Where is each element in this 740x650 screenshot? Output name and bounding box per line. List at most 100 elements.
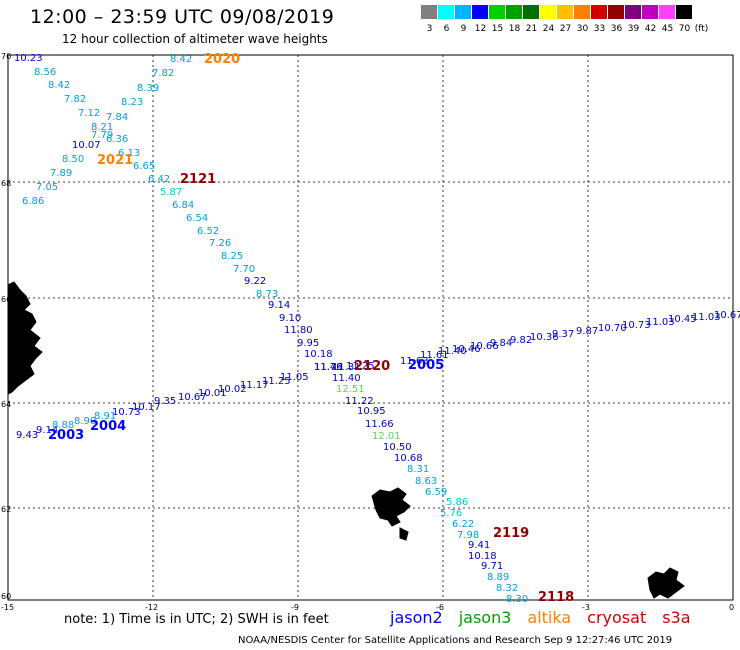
wave-height-value: 10.95 (357, 406, 386, 417)
wave-height-value: 8.31 (407, 464, 429, 475)
satellite-legend: jason2 jason3 altika cryosat s3a (390, 608, 691, 627)
wave-height-value: 10.67 (178, 392, 207, 403)
wave-height-value: 8.50 (62, 154, 84, 165)
wave-height-value: 6.54 (186, 213, 208, 224)
wave-height-value: 9.43 (16, 430, 38, 441)
x-tick-label: 0 (729, 603, 734, 612)
wave-height-value: 8.42 (48, 80, 70, 91)
faroe-islands (371, 487, 411, 527)
wave-height-value: 9.22 (244, 276, 266, 287)
wave-height-value: 7.26 (209, 238, 231, 249)
wave-height-value: 11.61 (420, 350, 449, 361)
wave-height-value: 9.82 (510, 335, 532, 346)
legend-swatch (523, 5, 540, 19)
footnote: note: 1) Time is in UTC; 2) SWH is in fe… (64, 612, 329, 627)
wave-height-value: 8.21 (91, 122, 113, 133)
legend-cell: 18 (506, 5, 523, 35)
wave-height-value: 6.86 (22, 196, 44, 207)
legend-label: 3 (426, 24, 433, 34)
x-tick-label: -3 (582, 603, 590, 612)
wave-height-value: 10.67 (714, 310, 740, 321)
track-label: 2119 (493, 526, 529, 541)
x-tick-label: -6 (436, 603, 444, 612)
wave-height-value: 11.05 (280, 372, 309, 383)
wave-height-value: 10.18 (468, 551, 497, 562)
iceland-coast (7, 281, 43, 395)
wave-height-value: 8.56 (34, 67, 56, 78)
legend-cell: 33 (591, 5, 608, 35)
wave-height-value: 10.46 (452, 344, 481, 355)
wave-height-value: 10.02 (218, 384, 247, 395)
wave-height-value: 8.63 (415, 476, 437, 487)
wave-height-value: 6.42 (148, 174, 170, 185)
legend-label: 30 (576, 24, 589, 34)
credit-line: NOAA/NESDIS Center for Satellite Applica… (238, 635, 673, 646)
x-tick-label: -9 (291, 603, 299, 612)
legend-swatch (472, 5, 489, 19)
wave-height-value: 7.82 (152, 68, 174, 79)
x-tick-label: -12 (145, 603, 158, 612)
legend-label: 9 (460, 24, 467, 34)
satellite-name: altika (527, 608, 572, 627)
legend-swatch (506, 5, 523, 19)
legend-label: 70 (678, 24, 691, 34)
wave-height-value: 10.73 (112, 407, 141, 418)
wave-height-value: 6.84 (172, 200, 194, 211)
wave-height-value: 8.42 (170, 54, 192, 65)
legend-swatch (676, 5, 693, 19)
legend-swatch (540, 5, 557, 19)
legend-swatch (591, 5, 608, 19)
wave-height-value: 7.12 (78, 108, 100, 119)
wave-height-value: 6.13 (118, 148, 140, 159)
wave-height-value: 8.39 (137, 83, 159, 94)
wave-height-value: 10.73 (622, 320, 651, 331)
wave-height-value: 10.70 (598, 323, 627, 334)
legend-cell: 30 (574, 5, 591, 35)
legend-label: 27 (559, 24, 572, 34)
wave-height-value: 10.01 (198, 388, 227, 399)
legend-label: 24 (542, 24, 555, 34)
legend-label: 42 (644, 24, 657, 34)
wave-height-value: 7.89 (50, 168, 72, 179)
legend-swatch (574, 5, 591, 19)
wave-height-value: 9.84 (490, 338, 512, 349)
wave-height-value: 8.25 (221, 251, 243, 262)
wave-height-value: 9.41 (468, 540, 490, 551)
legend-label: 39 (627, 24, 640, 34)
wave-height-value: 7.79 (91, 130, 113, 141)
wave-height-value: 9.14 (36, 425, 58, 436)
legend-label: 36 (610, 24, 623, 34)
legend-label: 12 (474, 24, 487, 34)
wave-height-value: 11.25 (262, 376, 291, 387)
wave-height-value: 11.66 (365, 419, 394, 430)
coastline (7, 281, 685, 599)
legend-swatch (659, 5, 676, 19)
map-subtitle: 12 hour collection of altimeter wave hei… (62, 32, 328, 46)
wave-height-value: 5.76 (440, 508, 462, 519)
legend-label: 6 (443, 24, 450, 34)
wave-height-value: 11.40 (332, 373, 361, 384)
wave-height-value: 11.49 (314, 362, 343, 373)
legend-swatch (438, 5, 455, 19)
y-tick-label: 70 (1, 52, 11, 61)
wave-height-value: 6.22 (452, 519, 474, 530)
satellite-name: cryosat (587, 608, 647, 627)
wave-height-value: 10.45 (668, 314, 697, 325)
legend-cell: 21 (523, 5, 540, 35)
legend-swatch (489, 5, 506, 19)
wave-height-value: 8.90 (74, 416, 96, 427)
wave-height-value: 11.03 (646, 317, 675, 328)
legend-cell: 42 (642, 5, 659, 35)
legend-cell: 3 (421, 5, 438, 35)
satellite-name: s3a (662, 608, 691, 627)
track-label: 2005 (408, 358, 444, 373)
wave-height-value: 6.65 (133, 161, 155, 172)
shetland-islands (647, 567, 685, 599)
wave-height-value: 8.23 (121, 97, 143, 108)
satellite-name: jason3 (458, 608, 512, 627)
wave-height-value: 7.84 (106, 112, 128, 123)
wave-height-value: 8.91 (94, 411, 116, 422)
map-title: 12:00 – 23:59 UTC 09/08/2019 (30, 6, 335, 28)
wave-height-value: 11.03 (692, 312, 721, 323)
y-tick-label: 64 (1, 400, 11, 409)
